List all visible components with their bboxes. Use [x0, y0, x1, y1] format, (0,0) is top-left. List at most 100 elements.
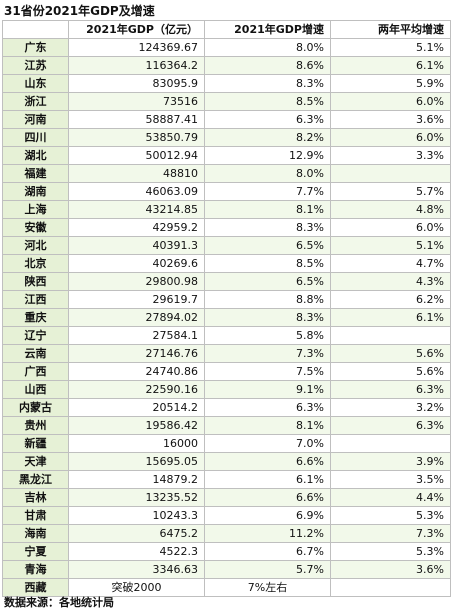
avg-2y-cell: 6.2% [330, 290, 451, 309]
avg-2y-cell [330, 164, 451, 183]
avg-2y-cell: 6.0% [330, 92, 451, 111]
gdp-cell: 116364.2 [68, 56, 205, 75]
growth-2021-cell: 5.8% [204, 326, 331, 345]
growth-2021-cell: 11.2% [204, 524, 331, 543]
gdp-cell: 53850.79 [68, 128, 205, 147]
province-cell: 新疆 [2, 434, 69, 453]
gdp-cell: 48810 [68, 164, 205, 183]
growth-2021-cell: 8.6% [204, 56, 331, 75]
table-row: 广东 124369.67 8.0% 5.1% [2, 38, 451, 57]
province-cell: 湖北 [2, 146, 69, 165]
avg-2y-cell: 6.0% [330, 218, 451, 237]
avg-2y-cell: 3.2% [330, 398, 451, 417]
table-row: 江西 29619.7 8.8% 6.2% [2, 290, 451, 309]
gdp-cell: 50012.94 [68, 146, 205, 165]
table-row: 天津 15695.05 6.6% 3.9% [2, 452, 451, 471]
gdp-cell: 27584.1 [68, 326, 205, 345]
gdp-cell: 27894.02 [68, 308, 205, 327]
province-cell: 山西 [2, 380, 69, 399]
avg-2y-cell: 3.6% [330, 110, 451, 129]
gdp-cell: 突破2000 [68, 578, 205, 597]
avg-2y-cell: 5.6% [330, 344, 451, 363]
avg-2y-cell: 5.3% [330, 542, 451, 561]
table-row: 内蒙古 20514.2 6.3% 3.2% [2, 398, 451, 417]
page-title: 31省份2021年GDP及增速 [4, 4, 155, 18]
province-cell: 江西 [2, 290, 69, 309]
province-cell: 湖南 [2, 182, 69, 201]
table-row: 甘肃 10243.3 6.9% 5.3% [2, 506, 451, 525]
avg-2y-cell: 4.7% [330, 254, 451, 273]
province-cell: 河北 [2, 236, 69, 255]
growth-2021-cell: 8.0% [204, 38, 331, 57]
province-cell: 陕西 [2, 272, 69, 291]
table-row: 河北 40391.3 6.5% 5.1% [2, 236, 451, 255]
growth-2021-cell: 8.3% [204, 218, 331, 237]
table-row: 广西 24740.86 7.5% 5.6% [2, 362, 451, 381]
province-cell: 上海 [2, 200, 69, 219]
province-cell: 辽宁 [2, 326, 69, 345]
avg-2y-cell: 4.8% [330, 200, 451, 219]
avg-2y-cell: 5.3% [330, 506, 451, 525]
table-row: 四川 53850.79 8.2% 6.0% [2, 128, 451, 147]
province-cell: 浙江 [2, 92, 69, 111]
gdp-cell: 19586.42 [68, 416, 205, 435]
gdp-cell: 42959.2 [68, 218, 205, 237]
province-cell: 海南 [2, 524, 69, 543]
province-cell: 西藏 [2, 578, 69, 597]
data-source-note: 数据来源：各地统计局 [4, 596, 114, 609]
gdp-cell: 58887.41 [68, 110, 205, 129]
province-cell: 安徽 [2, 218, 69, 237]
table-row: 山西 22590.16 9.1% 6.3% [2, 380, 451, 399]
avg-2y-cell: 4.3% [330, 272, 451, 291]
growth-2021-cell: 5.7% [204, 560, 331, 579]
province-cell: 北京 [2, 254, 69, 273]
province-cell: 宁夏 [2, 542, 69, 561]
growth-2021-cell: 8.5% [204, 92, 331, 111]
avg-2y-cell: 6.1% [330, 56, 451, 75]
table-row: 湖南 46063.09 7.7% 5.7% [2, 182, 451, 201]
province-cell: 黑龙江 [2, 470, 69, 489]
table-row: 云南 27146.76 7.3% 5.6% [2, 344, 451, 363]
growth-2021-cell: 6.1% [204, 470, 331, 489]
table-row: 西藏 突破2000 7%左右 [2, 578, 451, 597]
growth-2021-cell: 7.5% [204, 362, 331, 381]
table-row: 湖北 50012.94 12.9% 3.3% [2, 146, 451, 165]
table-row: 新疆 16000 7.0% [2, 434, 451, 453]
avg-2y-cell: 5.1% [330, 236, 451, 255]
avg-2y-cell [330, 434, 451, 453]
avg-2y-cell: 3.9% [330, 452, 451, 471]
table-row: 海南 6475.2 11.2% 7.3% [2, 524, 451, 543]
gdp-cell: 22590.16 [68, 380, 205, 399]
avg-2y-cell: 6.3% [330, 380, 451, 399]
province-cell: 贵州 [2, 416, 69, 435]
growth-2021-cell: 6.7% [204, 542, 331, 561]
province-cell: 广东 [2, 38, 69, 57]
province-cell: 广西 [2, 362, 69, 381]
gdp-cell: 40391.3 [68, 236, 205, 255]
table-row: 河南 58887.41 6.3% 3.6% [2, 110, 451, 129]
header-gdp: 2021年GDP（亿元） [68, 20, 205, 39]
province-cell: 江苏 [2, 56, 69, 75]
province-cell: 吉林 [2, 488, 69, 507]
avg-2y-cell [330, 326, 451, 345]
province-cell: 内蒙古 [2, 398, 69, 417]
table-row: 辽宁 27584.1 5.8% [2, 326, 451, 345]
growth-2021-cell: 8.3% [204, 308, 331, 327]
gdp-cell: 4522.3 [68, 542, 205, 561]
growth-2021-cell: 8.1% [204, 416, 331, 435]
gdp-cell: 43214.85 [68, 200, 205, 219]
gdp-cell: 29800.98 [68, 272, 205, 291]
province-cell: 河南 [2, 110, 69, 129]
growth-2021-cell: 8.5% [204, 254, 331, 273]
table-body: 广东 124369.67 8.0% 5.1% 江苏 116364.2 8.6% 6.1% 山东 8… [2, 38, 451, 597]
table-row: 江苏 116364.2 8.6% 6.1% [2, 56, 451, 75]
province-cell: 青海 [2, 560, 69, 579]
table-row: 黑龙江 14879.2 6.1% 3.5% [2, 470, 451, 489]
gdp-cell: 24740.86 [68, 362, 205, 381]
table-row: 陕西 29800.98 6.5% 4.3% [2, 272, 451, 291]
table-row: 北京 40269.6 8.5% 4.7% [2, 254, 451, 273]
growth-2021-cell: 7%左右 [204, 578, 331, 597]
table-row: 上海 43214.85 8.1% 4.8% [2, 200, 451, 219]
header-avg-2y: 两年平均增速 [330, 20, 451, 39]
growth-2021-cell: 6.6% [204, 488, 331, 507]
